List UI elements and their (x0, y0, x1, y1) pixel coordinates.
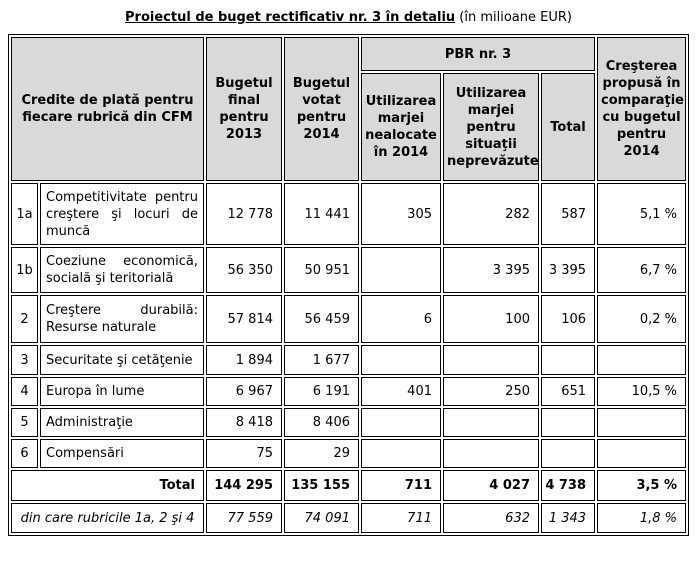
cell-situatii: 4 027 (443, 470, 539, 501)
table-row-5: 5 Administraţie 8 418 8 406 (11, 408, 687, 437)
cell-total: 651 (541, 377, 596, 406)
cell-b2014: 29 (284, 439, 359, 468)
cell-crestere: 0,2 % (597, 295, 687, 343)
cell-nealocata: 711 (361, 470, 441, 501)
table-row-subtotal: din care rubricile 1a, 2 şi 4 77 559 74 … (11, 503, 687, 533)
row-label: Coeziune economică, socială şi teritoria… (40, 247, 204, 293)
cell-crestere (597, 345, 687, 375)
table-row-total: Total 144 295 135 155 711 4 027 4 738 3,… (11, 470, 687, 501)
header-pbr-nr-3-group: PBR nr. 3 (361, 37, 596, 71)
cell-situatii: 3 395 (443, 247, 539, 293)
row-label: Securitate şi cetăţenie (40, 345, 204, 375)
cell-situatii (443, 345, 539, 375)
total-label: Total (11, 470, 204, 501)
cell-nealocata: 6 (361, 295, 441, 343)
row-number: 1a (11, 183, 38, 245)
row-label: Compensări (40, 439, 204, 468)
header-buget-votat-2014: Bugetul votat pentru 2014 (284, 37, 359, 181)
cell-nealocata (361, 439, 441, 468)
cell-crestere: 5,1 % (597, 183, 687, 245)
header-row-sub: Utilizarea marjei nealocate în 2014 Util… (11, 73, 686, 181)
cell-crestere (597, 439, 687, 468)
cell-crestere: 3,5 % (597, 470, 687, 501)
cell-crestere: 10,5 % (597, 377, 687, 406)
row-number: 6 (11, 439, 38, 468)
row-number: 3 (11, 345, 38, 375)
cell-total: 1 343 (541, 503, 596, 533)
cell-crestere (597, 408, 687, 437)
cell-situatii: 282 (443, 183, 539, 245)
row-number: 1b (11, 247, 38, 293)
cell-b2013: 12 778 (206, 183, 282, 245)
table-row-1a: 1a Competitivitate pentru creştere şi lo… (11, 183, 687, 245)
cell-b2014: 1 677 (284, 345, 359, 375)
cell-situatii (443, 439, 539, 468)
header-row-group: Credite de plată pentru fiecare rubrică … (11, 37, 687, 181)
table-row-4: 4 Europa în lume 6 967 6 191 401 250 651… (11, 377, 687, 406)
row-label: Europa în lume (40, 377, 204, 406)
cell-b2014: 8 406 (284, 408, 359, 437)
header-total: Total (541, 73, 596, 181)
cell-b2013: 75 (206, 439, 282, 468)
table-row-2: 2 Creştere durabilă: Resurse naturale 57… (11, 295, 687, 343)
row-number: 4 (11, 377, 38, 406)
cell-b2014: 50 951 (284, 247, 359, 293)
row-number: 2 (11, 295, 38, 343)
cell-situatii (443, 408, 539, 437)
cell-total (541, 345, 596, 375)
cell-total: 106 (541, 295, 596, 343)
subtotal-label: din care rubricile 1a, 2 şi 4 (11, 503, 204, 533)
row-label: Competitivitate pentru creştere şi locur… (40, 183, 204, 245)
cell-b2013: 56 350 (206, 247, 282, 293)
page-title-unit: (în milioane EUR) (455, 10, 572, 25)
cell-total: 587 (541, 183, 596, 245)
cell-nealocata: 305 (361, 183, 441, 245)
page-title: Proiectul de buget rectificativ nr. 3 în… (8, 10, 689, 25)
header-buget-final-2013: Bugetul final pentru 2013 (206, 37, 282, 181)
header-marja-situatii: Utilizarea marjei pentru situaţii neprev… (443, 73, 539, 181)
table-row-6: 6 Compensări 75 29 (11, 439, 687, 468)
header-marja-nealocata: Utilizarea marjei nealocate în 2014 (361, 73, 441, 181)
page-title-main: Proiectul de buget rectificativ nr. 3 în… (125, 10, 456, 25)
cell-b2014: 56 459 (284, 295, 359, 343)
cell-nealocata: 401 (361, 377, 441, 406)
cell-nealocata (361, 247, 441, 293)
cell-nealocata (361, 345, 441, 375)
cell-b2014: 11 441 (284, 183, 359, 245)
header-crestere-propusa: Creşterea propusă în comparaţie cu buget… (597, 37, 687, 181)
table-row-1b: 1b Coeziune economică, socială şi terito… (11, 247, 687, 293)
cell-crestere: 6,7 % (597, 247, 687, 293)
cell-total (541, 408, 596, 437)
cell-b2013: 144 295 (206, 470, 282, 501)
cell-b2014: 135 155 (284, 470, 359, 501)
cell-b2014: 74 091 (284, 503, 359, 533)
row-number: 5 (11, 408, 38, 437)
cell-nealocata (361, 408, 441, 437)
row-label: Administraţie (40, 408, 204, 437)
budget-table: Credite de plată pentru fiecare rubrică … (8, 34, 690, 536)
cell-b2013: 1 894 (206, 345, 282, 375)
cell-situatii: 632 (443, 503, 539, 533)
cell-b2014: 6 191 (284, 377, 359, 406)
cell-total (541, 439, 596, 468)
cell-b2013: 6 967 (206, 377, 282, 406)
table-row-3: 3 Securitate şi cetăţenie 1 894 1 677 (11, 345, 687, 375)
cell-situatii: 100 (443, 295, 539, 343)
cell-crestere: 1,8 % (597, 503, 687, 533)
cell-b2013: 8 418 (206, 408, 282, 437)
cell-total: 3 395 (541, 247, 596, 293)
cell-situatii: 250 (443, 377, 539, 406)
cell-b2013: 77 559 (206, 503, 282, 533)
row-label: Creştere durabilă: Resurse naturale (40, 295, 204, 343)
header-credite-de-plata: Credite de plată pentru fiecare rubrică … (11, 37, 204, 181)
cell-nealocata: 711 (361, 503, 441, 533)
cell-total: 4 738 (541, 470, 596, 501)
cell-b2013: 57 814 (206, 295, 282, 343)
